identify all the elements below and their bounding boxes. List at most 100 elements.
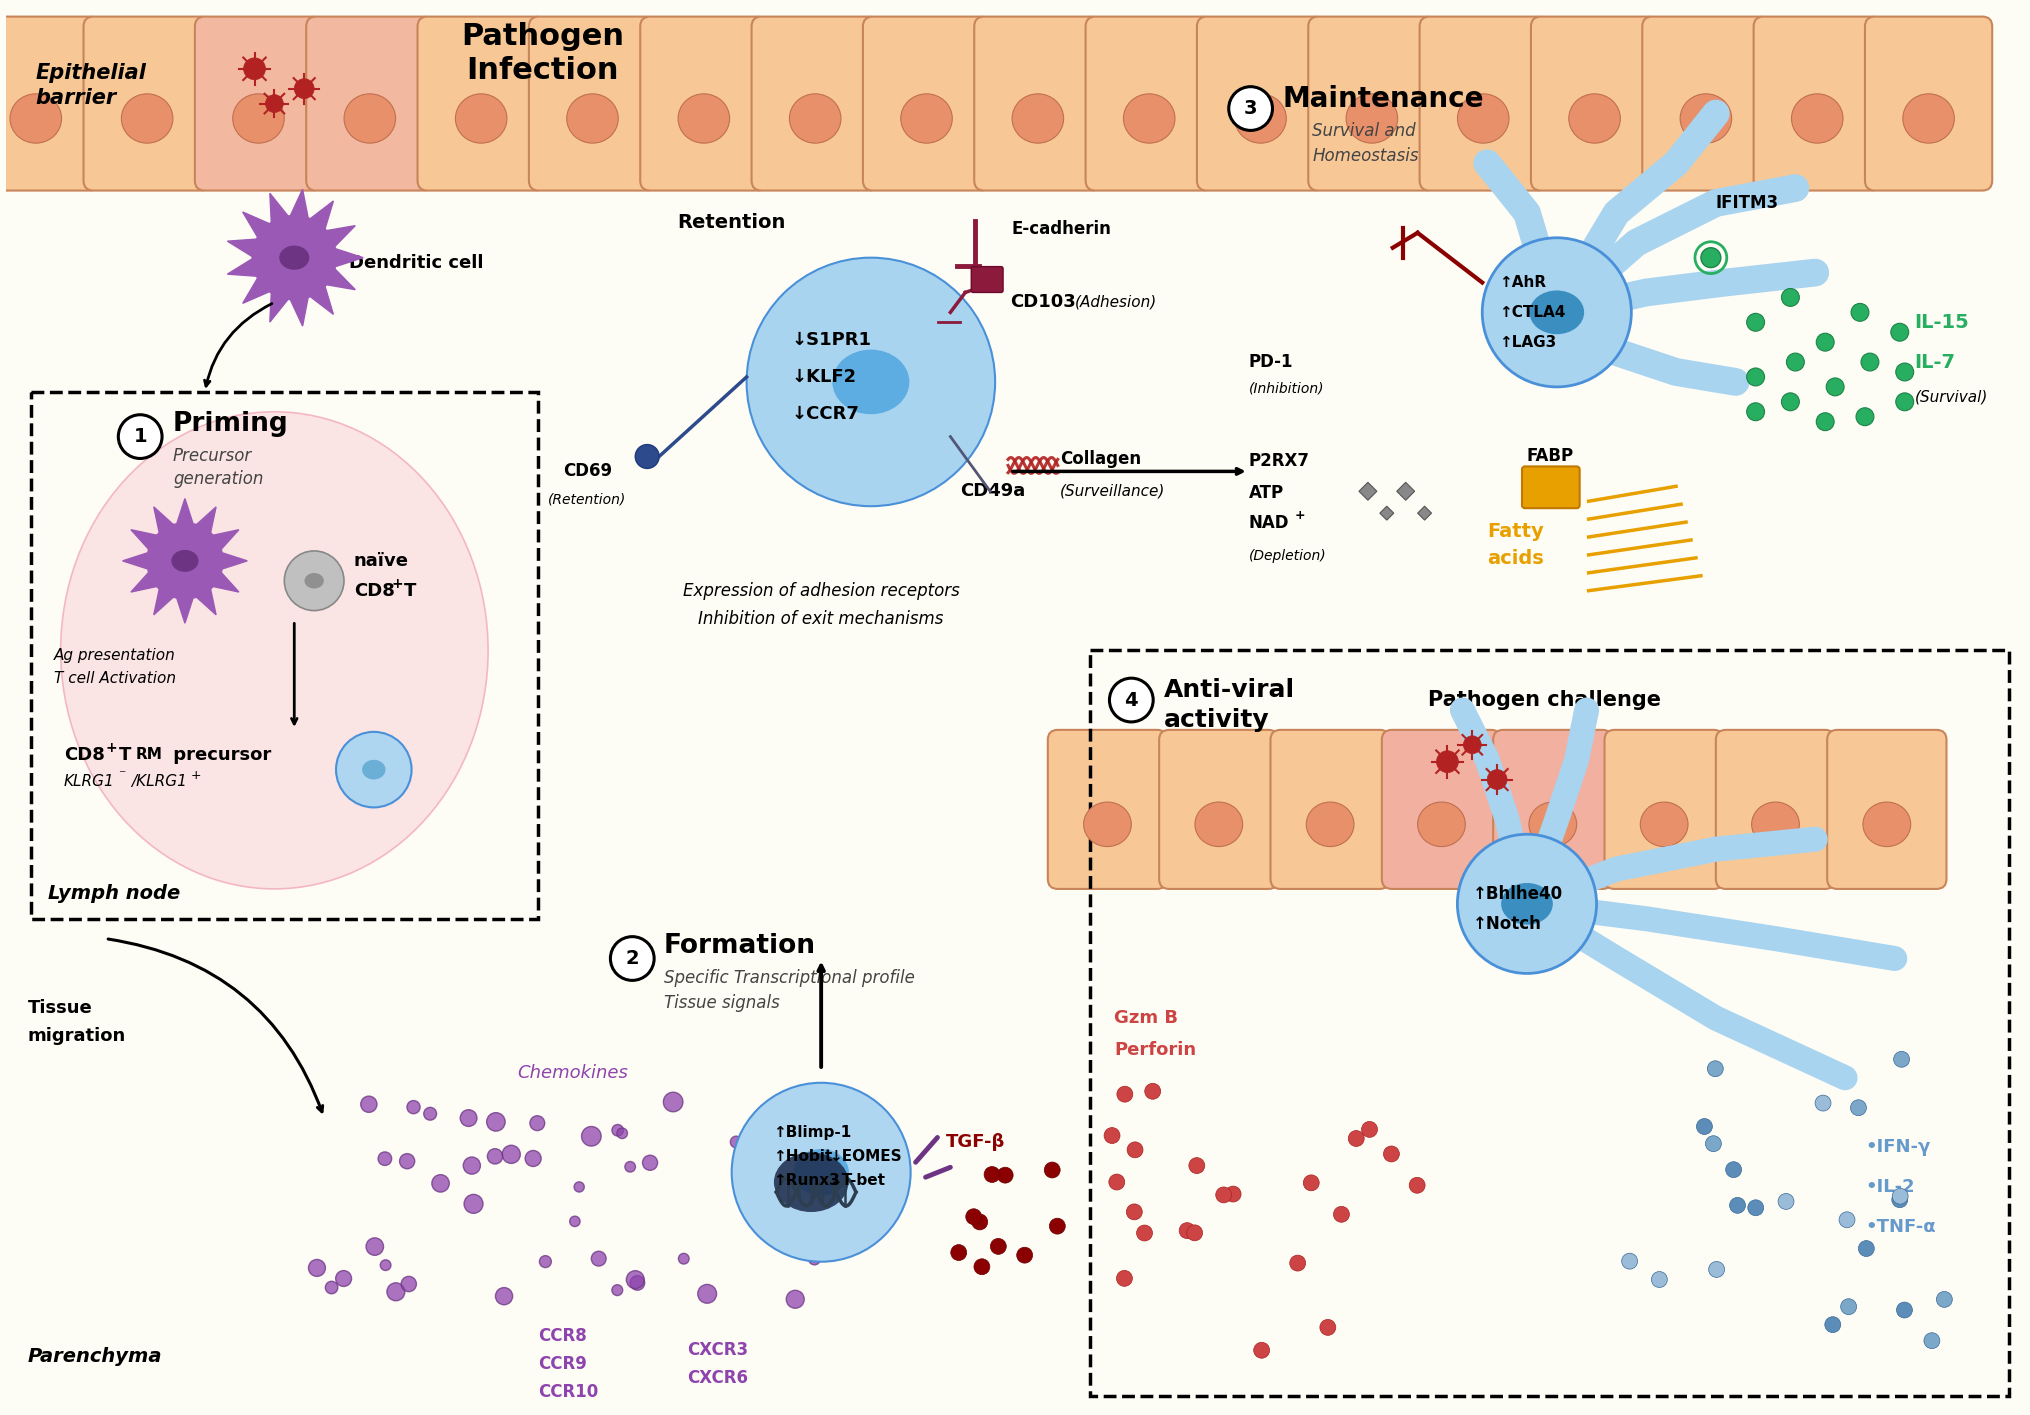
Text: Collagen: Collagen — [1060, 450, 1141, 468]
Circle shape — [1890, 323, 1908, 341]
FancyBboxPatch shape — [1419, 17, 1547, 191]
Bar — [1088, 651, 2008, 1397]
Circle shape — [495, 1288, 512, 1305]
Circle shape — [432, 1174, 449, 1191]
Circle shape — [540, 1255, 550, 1268]
Circle shape — [1464, 736, 1480, 754]
Ellipse shape — [832, 350, 909, 415]
Polygon shape — [221, 553, 248, 569]
Polygon shape — [335, 249, 363, 267]
Ellipse shape — [1500, 883, 1553, 925]
Circle shape — [284, 550, 343, 611]
Circle shape — [1892, 1189, 1908, 1204]
Text: Inhibition of exit mechanisms: Inhibition of exit mechanisms — [698, 610, 944, 627]
Circle shape — [635, 444, 660, 468]
Ellipse shape — [1862, 802, 1910, 846]
Circle shape — [252, 216, 335, 300]
Polygon shape — [122, 553, 148, 569]
Circle shape — [1699, 248, 1719, 267]
Text: Tissue signals: Tissue signals — [664, 995, 780, 1012]
Circle shape — [1857, 1241, 1874, 1257]
Polygon shape — [1378, 507, 1393, 521]
Circle shape — [1458, 835, 1596, 974]
FancyBboxPatch shape — [1752, 17, 1880, 191]
Ellipse shape — [1346, 93, 1397, 143]
Text: •IL-2: •IL-2 — [1864, 1179, 1914, 1196]
Text: Precursor: Precursor — [173, 447, 252, 466]
Circle shape — [1896, 1302, 1912, 1317]
FancyBboxPatch shape — [195, 17, 323, 191]
Circle shape — [380, 1259, 390, 1271]
Ellipse shape — [1123, 93, 1175, 143]
Text: (Inhibition): (Inhibition) — [1248, 382, 1324, 396]
Circle shape — [1839, 1299, 1855, 1315]
Circle shape — [950, 1245, 966, 1261]
Text: ↑Blimp-1: ↑Blimp-1 — [773, 1125, 851, 1140]
Circle shape — [617, 1128, 627, 1139]
Circle shape — [1620, 1254, 1636, 1269]
Circle shape — [1726, 1162, 1740, 1177]
Text: +: + — [191, 770, 201, 782]
Circle shape — [1935, 1292, 1951, 1307]
Circle shape — [1780, 289, 1799, 307]
Circle shape — [991, 1238, 1005, 1254]
Text: CD69: CD69 — [562, 463, 611, 481]
Ellipse shape — [1417, 802, 1464, 846]
Circle shape — [1837, 1211, 1853, 1228]
Text: Parenchyma: Parenchyma — [28, 1347, 162, 1365]
Circle shape — [1705, 1136, 1721, 1152]
Circle shape — [1108, 678, 1153, 722]
Text: IFITM3: IFITM3 — [1715, 194, 1778, 212]
Text: ↑Notch: ↑Notch — [1472, 914, 1541, 932]
Text: CXCR6: CXCR6 — [686, 1370, 747, 1387]
Circle shape — [1695, 1118, 1711, 1135]
Text: P2RX7: P2RX7 — [1248, 453, 1309, 470]
Circle shape — [641, 1155, 658, 1170]
Text: CD103: CD103 — [1009, 293, 1076, 311]
Circle shape — [463, 1194, 483, 1213]
Circle shape — [1360, 1122, 1376, 1138]
Circle shape — [335, 732, 412, 808]
Circle shape — [1435, 751, 1458, 773]
Text: +: + — [106, 741, 118, 754]
Text: (Depletion): (Depletion) — [1248, 549, 1326, 563]
FancyBboxPatch shape — [974, 17, 1100, 191]
Text: ↑Hobit: ↑Hobit — [773, 1149, 832, 1165]
Circle shape — [1289, 1255, 1305, 1271]
FancyBboxPatch shape — [1307, 17, 1435, 191]
Text: 4: 4 — [1125, 691, 1137, 709]
Circle shape — [611, 937, 654, 981]
Text: KLRG1: KLRG1 — [63, 774, 114, 790]
Ellipse shape — [10, 93, 61, 143]
Ellipse shape — [1234, 93, 1285, 143]
Circle shape — [1104, 1128, 1119, 1143]
Circle shape — [1707, 1061, 1721, 1077]
Circle shape — [629, 1275, 644, 1290]
Ellipse shape — [1640, 802, 1687, 846]
Circle shape — [1776, 1193, 1792, 1210]
Circle shape — [1707, 1262, 1723, 1278]
Text: barrier: barrier — [37, 88, 118, 108]
Circle shape — [1815, 333, 1833, 351]
Circle shape — [1409, 1177, 1425, 1193]
Circle shape — [244, 58, 266, 79]
Polygon shape — [327, 225, 355, 246]
Ellipse shape — [1305, 802, 1354, 846]
Polygon shape — [290, 190, 309, 218]
Circle shape — [335, 1271, 351, 1286]
Circle shape — [388, 1283, 404, 1300]
Ellipse shape — [794, 1149, 849, 1196]
Circle shape — [1815, 413, 1833, 430]
FancyBboxPatch shape — [0, 17, 99, 191]
FancyBboxPatch shape — [1642, 17, 1768, 191]
FancyBboxPatch shape — [970, 266, 1003, 293]
Text: Priming: Priming — [173, 410, 288, 437]
Circle shape — [1228, 86, 1273, 130]
Circle shape — [530, 1116, 544, 1131]
Text: (Adhesion): (Adhesion) — [1074, 294, 1157, 310]
Text: Gzm B: Gzm B — [1114, 1009, 1177, 1027]
Ellipse shape — [171, 550, 199, 572]
Text: ↓EOMES: ↓EOMES — [828, 1149, 901, 1165]
Text: CD8: CD8 — [353, 582, 394, 600]
Text: RM: RM — [136, 747, 162, 763]
